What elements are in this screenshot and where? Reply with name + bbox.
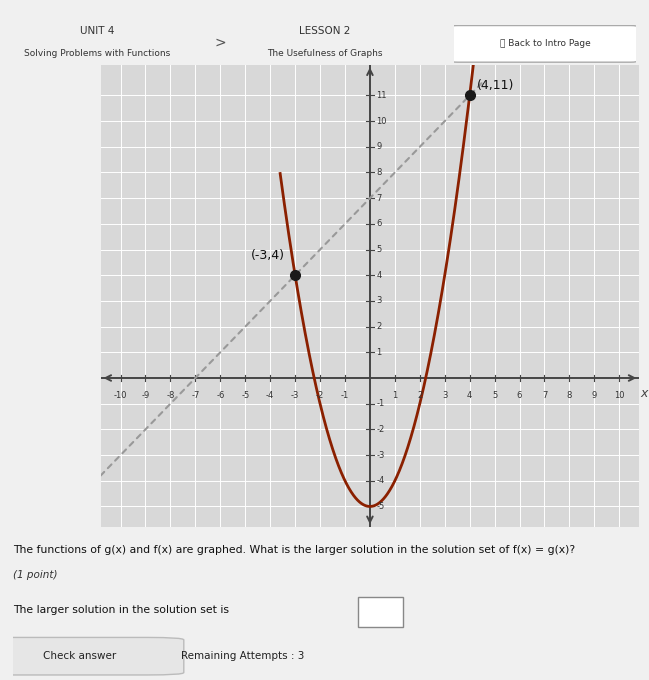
Text: 7: 7 [376, 194, 382, 203]
Text: -3: -3 [376, 451, 385, 460]
Text: 📋 Back to Intro Page: 📋 Back to Intro Page [500, 39, 591, 48]
Text: 2: 2 [417, 391, 422, 400]
Text: -4: -4 [266, 391, 275, 400]
Text: 7: 7 [542, 391, 547, 400]
Text: 5: 5 [492, 391, 497, 400]
Text: -5: -5 [376, 502, 384, 511]
Text: 3: 3 [442, 391, 447, 400]
Text: -10: -10 [114, 391, 127, 400]
Text: -6: -6 [216, 391, 225, 400]
Text: 10: 10 [614, 391, 624, 400]
Text: 5: 5 [376, 245, 382, 254]
Text: -1: -1 [341, 391, 349, 400]
Text: Check answer: Check answer [43, 651, 117, 661]
Text: 11: 11 [376, 91, 387, 100]
Text: 4: 4 [467, 391, 472, 400]
Text: -9: -9 [141, 391, 150, 400]
Text: Solving Problems with Functions: Solving Problems with Functions [24, 49, 171, 58]
FancyBboxPatch shape [358, 597, 404, 627]
Text: The Usefulness of Graphs: The Usefulness of Graphs [267, 49, 382, 58]
Text: -2: -2 [316, 391, 324, 400]
Text: -2: -2 [376, 425, 384, 434]
Text: -8: -8 [166, 391, 175, 400]
Text: x: x [641, 387, 648, 400]
Text: -1: -1 [376, 399, 384, 408]
Text: The larger solution in the solution set is: The larger solution in the solution set … [13, 605, 229, 615]
Text: LESSON 2: LESSON 2 [299, 27, 350, 37]
Text: 10: 10 [376, 116, 387, 126]
Text: -4: -4 [376, 476, 384, 486]
Text: (4,11): (4,11) [477, 79, 515, 92]
Text: 9: 9 [376, 142, 382, 152]
Text: -3: -3 [291, 391, 299, 400]
Text: 8: 8 [376, 168, 382, 177]
Text: UNIT 4: UNIT 4 [80, 27, 114, 37]
Text: The functions of g(x) and f(x) are graphed. What is the larger solution in the s: The functions of g(x) and f(x) are graph… [13, 545, 575, 555]
Text: 6: 6 [517, 391, 522, 400]
Text: 3: 3 [376, 296, 382, 305]
Text: 8: 8 [567, 391, 572, 400]
FancyBboxPatch shape [450, 26, 638, 62]
Text: (1 point): (1 point) [13, 570, 58, 579]
Text: 9: 9 [592, 391, 597, 400]
Text: (-3,4): (-3,4) [251, 250, 285, 262]
Text: 1: 1 [392, 391, 397, 400]
Text: 2: 2 [376, 322, 382, 331]
Text: 1: 1 [376, 347, 382, 357]
Text: >: > [215, 35, 227, 50]
Text: -7: -7 [191, 391, 199, 400]
Text: Remaining Attempts : 3: Remaining Attempts : 3 [180, 651, 304, 661]
Text: 4: 4 [376, 271, 382, 279]
FancyBboxPatch shape [0, 637, 184, 675]
Text: -5: -5 [241, 391, 249, 400]
Text: 6: 6 [376, 220, 382, 228]
